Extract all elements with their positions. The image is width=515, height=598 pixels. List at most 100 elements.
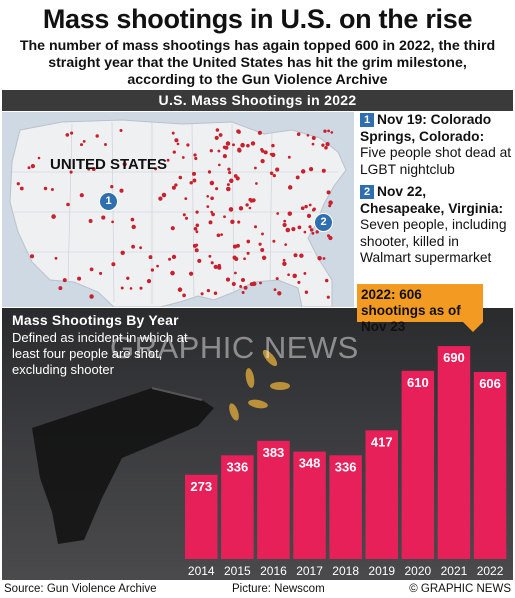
shooting-dot	[259, 281, 262, 285]
shooting-dot	[232, 143, 235, 147]
shooting-dot	[304, 290, 309, 294]
shooting-dot	[293, 253, 298, 258]
shooting-dot	[161, 192, 167, 198]
shooting-dot	[193, 226, 198, 231]
picture-credit: Picture: Newscom	[232, 583, 325, 595]
shooting-dot	[30, 164, 35, 169]
shooting-dot	[309, 228, 314, 232]
bar-value-label: 336	[226, 459, 248, 474]
shooting-dot	[158, 196, 163, 201]
shooting-dot	[51, 214, 56, 219]
x-tick-label: 2018	[332, 564, 359, 578]
shooting-dot	[200, 292, 204, 296]
shooting-dot	[282, 258, 286, 262]
shooting-dot	[287, 273, 290, 277]
shooting-dot	[248, 197, 252, 202]
event-item: 1 Nov 19: Colorado Springs, Colorado: Fiv…	[360, 112, 512, 178]
shooting-dot	[131, 244, 135, 249]
bar-2022	[473, 372, 507, 559]
shooting-dot	[58, 286, 63, 291]
bar-2020	[401, 370, 435, 559]
shooting-dot	[225, 277, 231, 282]
shooting-dot	[251, 198, 256, 203]
shooting-locations	[16, 128, 334, 299]
chart-panel: Mass Shootings By Year Defined as incide…	[2, 308, 513, 580]
shooting-dot	[186, 143, 190, 147]
shooting-dot	[43, 186, 48, 191]
bar-2018	[329, 455, 362, 559]
shooting-dot	[297, 280, 301, 284]
shooting-dot	[87, 167, 91, 171]
shooting-dot	[111, 220, 114, 224]
shooting-dot	[237, 130, 241, 134]
shooting-dot	[209, 149, 213, 153]
bar-value-label: 273	[190, 479, 212, 494]
shooting-dot	[284, 243, 288, 246]
shooting-dot	[324, 278, 329, 283]
shooting-dot	[321, 168, 326, 173]
shooting-dot	[182, 213, 186, 217]
shooting-dot	[233, 174, 238, 178]
shooting-dot	[70, 131, 74, 135]
shooting-dot	[210, 210, 214, 214]
shooting-dot	[248, 206, 252, 210]
shooting-dot	[246, 251, 250, 255]
shooting-dot	[150, 268, 155, 272]
shooting-dot	[194, 248, 199, 253]
shooting-dot	[217, 163, 221, 167]
shooting-dot	[126, 276, 130, 280]
shooting-dot	[226, 186, 231, 192]
shooting-dot	[230, 219, 235, 225]
shooting-dot	[328, 200, 333, 205]
shooting-dot	[269, 152, 273, 156]
bar-2016	[257, 440, 290, 559]
shooting-dot	[69, 170, 73, 174]
shooting-dot	[65, 133, 70, 137]
x-tick-label: 2017	[296, 564, 323, 578]
shooting-dot	[272, 239, 276, 243]
bar-2014	[185, 474, 218, 559]
shooting-dot	[330, 131, 334, 134]
bar-2015	[221, 455, 254, 559]
shooting-dot	[217, 265, 222, 270]
shooting-dot	[240, 142, 245, 148]
copyright-credit: © GRAPHIC NEWS	[409, 583, 511, 595]
bar-chart: 273 2014 336 2015 383 2016 348 2017 336 2018 417 20…	[185, 346, 507, 578]
shooting-dot	[220, 233, 223, 236]
shooting-dot	[184, 216, 189, 220]
shooting-dot	[312, 207, 316, 211]
shooting-dot	[222, 154, 227, 159]
shooting-dot	[261, 255, 267, 261]
map-banner: U.S. Mass Shootings in 2022	[2, 90, 513, 111]
shooting-dot	[16, 182, 20, 186]
shooting-dot	[206, 205, 210, 208]
shooting-dot	[210, 261, 214, 265]
shooting-dot	[122, 162, 127, 167]
shooting-dot	[213, 291, 218, 296]
shooting-dot	[303, 230, 307, 234]
shooting-dot	[308, 166, 314, 172]
shooting-dot	[232, 244, 238, 249]
shooting-dot	[226, 183, 230, 187]
shooting-dot	[300, 169, 306, 174]
chart-title: Mass Shootings By Year	[12, 312, 179, 328]
shooting-dot	[285, 227, 291, 233]
shooting-dot	[194, 156, 198, 161]
bar-2021	[437, 346, 471, 559]
shooting-dot	[208, 254, 212, 258]
shooting-dot	[223, 215, 226, 219]
shooting-dot	[277, 291, 282, 296]
shooting-dot	[263, 150, 268, 155]
event-date: Nov 22, Chesapeake, Virginia:	[360, 184, 504, 216]
gun-photo	[32, 349, 290, 544]
shooting-dot	[189, 181, 193, 185]
shooting-dot	[243, 257, 246, 261]
shooting-dot	[272, 173, 276, 178]
shooting-dot	[213, 264, 218, 270]
shooting-dot	[182, 293, 186, 298]
bar-value-label: 383	[263, 445, 285, 460]
shooting-dot	[62, 278, 67, 283]
shooting-dot	[241, 291, 245, 294]
shooting-dot	[296, 132, 301, 136]
event-number: 2	[360, 185, 374, 199]
